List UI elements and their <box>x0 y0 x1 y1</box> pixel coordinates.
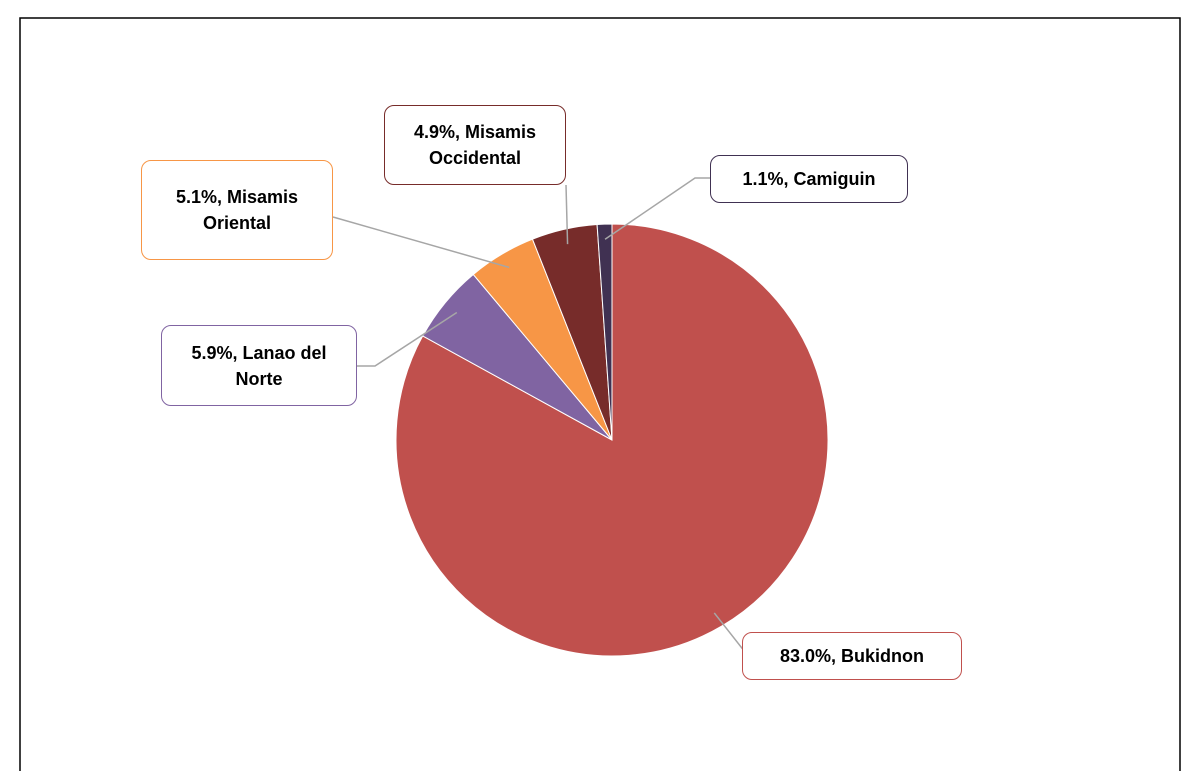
data-label: 1.1%, Camiguin <box>710 155 908 203</box>
leader-line <box>332 216 510 269</box>
data-label: 5.1%, Misamis Oriental <box>141 160 333 260</box>
data-label: 5.9%, Lanao del Norte <box>161 325 357 406</box>
pie-slice <box>395 223 829 657</box>
data-label: 83.0%, Bukidnon <box>742 632 962 680</box>
leader-line <box>604 177 710 240</box>
leader-line <box>357 311 458 367</box>
leader-line <box>565 184 569 245</box>
data-label: 4.9%, Misamis Occidental <box>384 105 566 185</box>
pie-slice <box>596 223 613 441</box>
chart-frame <box>19 17 1181 771</box>
